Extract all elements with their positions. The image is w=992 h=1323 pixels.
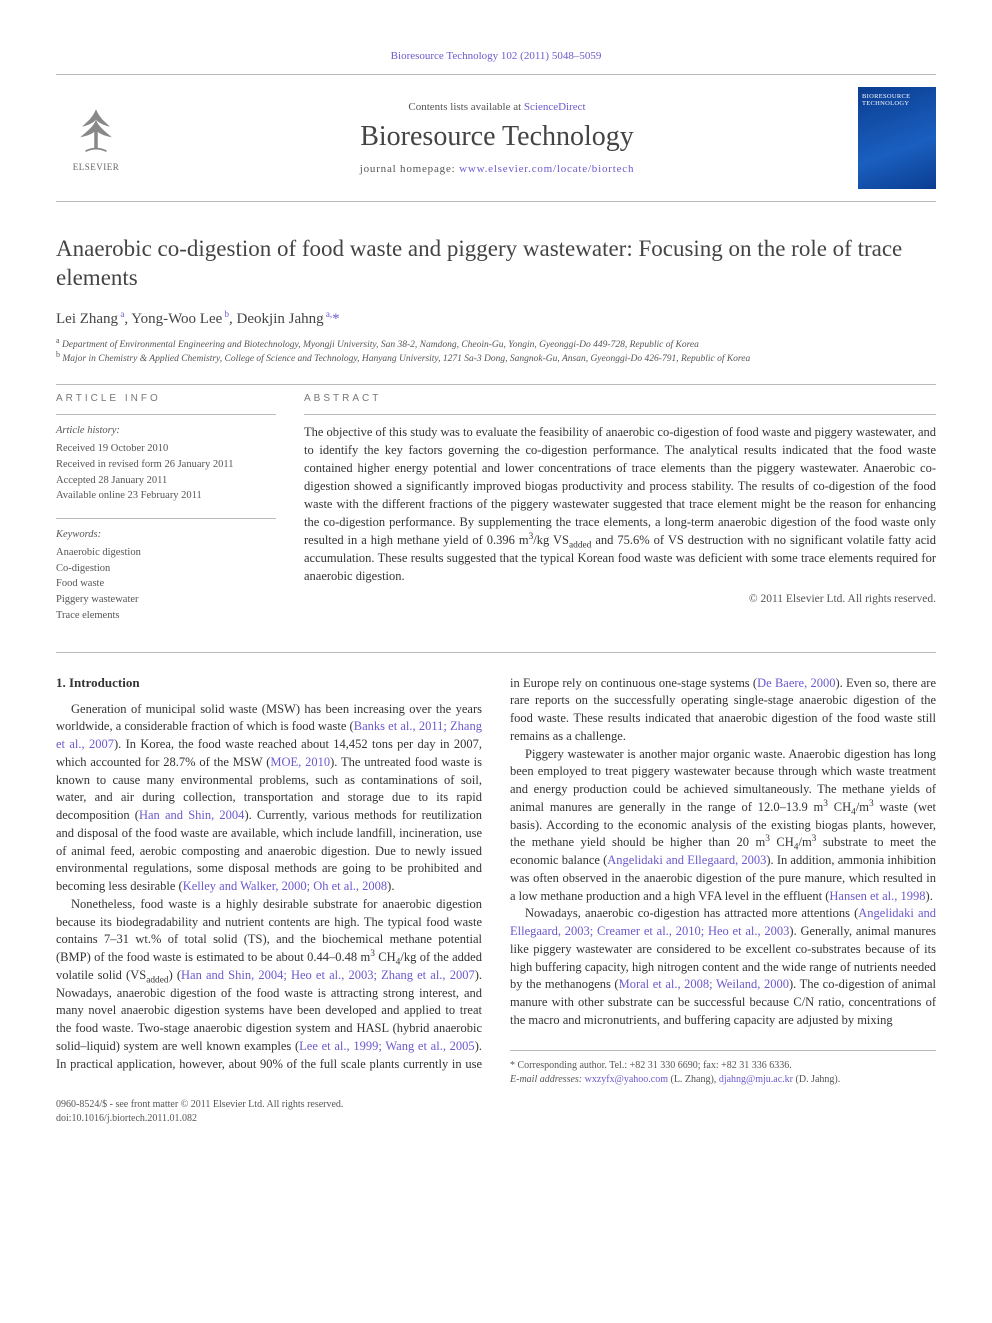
cite-lee-1999[interactable]: Lee et al., 1999; Wang et al., 2005 [299,1039,475,1053]
ref-citation: 102 (2011) 5048–5059 [501,50,601,62]
rule-mid [56,652,936,653]
journal-cover-thumb: BIORESOURCE TECHNOLOGY [858,87,936,189]
cite-angelidaki-2003b[interactable]: Angelidaki and Ellegaard, 2003; Creamer … [510,906,936,938]
rule-info-1 [56,414,276,415]
affiliation-b: b Major in Chemistry & Applied Chemistry… [56,352,936,366]
cover-label: BIORESOURCE TECHNOLOGY [862,93,932,107]
journal-homepage: journal homepage: www.elsevier.com/locat… [136,163,858,175]
contents-available: Contents lists available at ScienceDirec… [136,101,858,113]
rule-top [56,384,936,385]
keyword-2: Co-digestion [56,561,276,577]
keywords-label: Keywords: [56,527,276,543]
history-3: Accepted 28 January 2011 [56,473,276,489]
doi-left: 0960-8524/$ - see front matter © 2011 El… [56,1098,343,1126]
article-history: Article history: Received 19 October 201… [56,423,276,504]
paragraph-3: Piggery wastewater is another major orga… [510,746,936,906]
authors: Lei Zhang a, Yong-Woo Lee b, Deokjin Jah… [56,311,936,328]
author-2: Yong-Woo Lee [131,311,222,327]
author-3: Deokjin Jahng [237,311,324,327]
affil-mark-a: a [118,309,124,319]
history-label: Article history: [56,423,276,439]
cite-debaere-2000[interactable]: De Baere, 2000 [757,676,835,690]
ref-journal: Bioresource Technology [391,50,498,62]
elsevier-tree-icon [68,104,124,160]
corresponding-footer: * Corresponding author. Tel.: +82 31 330… [510,1050,936,1088]
article-info-col: ARTICLE INFO Article history: Received 1… [56,393,276,637]
keywords-block: Keywords: Anaerobic digestion Co-digesti… [56,527,276,624]
affiliations: a Department of Environmental Engineerin… [56,338,936,367]
sciencedirect-link[interactable]: ScienceDirect [524,101,586,113]
email-2[interactable]: djahng@mju.ac.kr [719,1074,793,1085]
cite-angelidaki-2003[interactable]: Angelidaki and Ellegaard, 2003 [607,853,766,867]
publisher-logo-block: ELSEVIER [56,104,136,172]
homepage-url[interactable]: www.elsevier.com/locate/biortech [459,163,634,175]
cite-kelley-2000[interactable]: Kelley and Walker, 2000; Oh et al., 2008 [183,879,387,893]
history-1: Received 19 October 2010 [56,441,276,457]
article-info-heading: ARTICLE INFO [56,393,276,404]
affiliation-a-text: Department of Environmental Engineering … [62,340,699,350]
journal-title: Bioresource Technology [136,121,858,153]
publisher-label: ELSEVIER [73,162,120,172]
corresponding-mark[interactable]: * [332,311,340,327]
history-4: Available online 23 February 2011 [56,488,276,504]
corresponding-line: * Corresponding author. Tel.: +82 31 330… [510,1059,936,1074]
affil-mark-b: b [222,309,229,319]
affiliation-a: a Department of Environmental Engineerin… [56,338,936,352]
email-1[interactable]: wxzyfx@yahoo.com [585,1074,668,1085]
abstract-copyright: © 2011 Elsevier Ltd. All rights reserved… [304,593,936,605]
email-1-who: (L. Zhang), [670,1074,716,1085]
info-abstract-row: ARTICLE INFO Article history: Received 1… [56,393,936,637]
abstract-col: ABSTRACT The objective of this study was… [304,393,936,637]
abstract-text: The objective of this study was to evalu… [304,423,936,585]
emails-line: E-mail addresses: wxzyfx@yahoo.com (L. Z… [510,1073,936,1088]
keyword-5: Trace elements [56,608,276,624]
section-heading-1: 1. Introduction [56,675,482,691]
doi-row: 0960-8524/$ - see front matter © 2011 El… [56,1098,936,1126]
abstract-heading: ABSTRACT [304,393,936,404]
article-title: Anaerobic co-digestion of food waste and… [56,234,936,293]
reference-link[interactable]: Bioresource Technology 102 (2011) 5048–5… [391,50,602,62]
affil-mark-a2: a, [324,309,333,319]
cite-han-2004b[interactable]: Han and Shin, 2004; Heo et al., 2003; Zh… [181,968,475,982]
cite-hansen-1998[interactable]: Hansen et al., 1998 [829,889,925,903]
reference-line: Bioresource Technology 102 (2011) 5048–5… [56,50,936,62]
doi-line: doi:10.1016/j.biortech.2011.01.082 [56,1112,343,1126]
page: Bioresource Technology 102 (2011) 5048–5… [0,0,992,1176]
author-1: Lei Zhang [56,311,118,327]
body-columns: 1. Introduction Generation of municipal … [56,675,936,1088]
emails-label: E-mail addresses: [510,1074,582,1085]
email-2-who: (D. Jahng). [796,1074,841,1085]
cite-moral-2008[interactable]: Moral et al., 2008; Weiland, 2000 [619,977,789,991]
issn-line: 0960-8524/$ - see front matter © 2011 El… [56,1098,343,1112]
cite-han-2004[interactable]: Han and Shin, 2004 [139,808,244,822]
paragraph-4: Nowadays, anaerobic co-digestion has att… [510,905,936,1029]
rule-abs [304,414,936,415]
keyword-4: Piggery wastewater [56,592,276,608]
cite-moe-2010[interactable]: MOE, 2010 [270,755,330,769]
affiliation-b-text: Major in Chemistry & Applied Chemistry, … [62,354,750,364]
history-2: Received in revised form 26 January 2011 [56,457,276,473]
rule-info-2 [56,518,276,519]
keyword-3: Food waste [56,576,276,592]
keyword-1: Anaerobic digestion [56,545,276,561]
masthead: ELSEVIER Contents lists available at Sci… [56,74,936,202]
masthead-center: Contents lists available at ScienceDirec… [136,101,858,175]
contents-available-text: Contents lists available at [408,101,521,113]
paragraph-1: Generation of municipal solid waste (MSW… [56,701,482,896]
cite-banks-2011[interactable]: Banks et al., 2011; Zhang et al., 2007 [56,719,482,751]
homepage-prefix: journal homepage: [360,163,456,175]
